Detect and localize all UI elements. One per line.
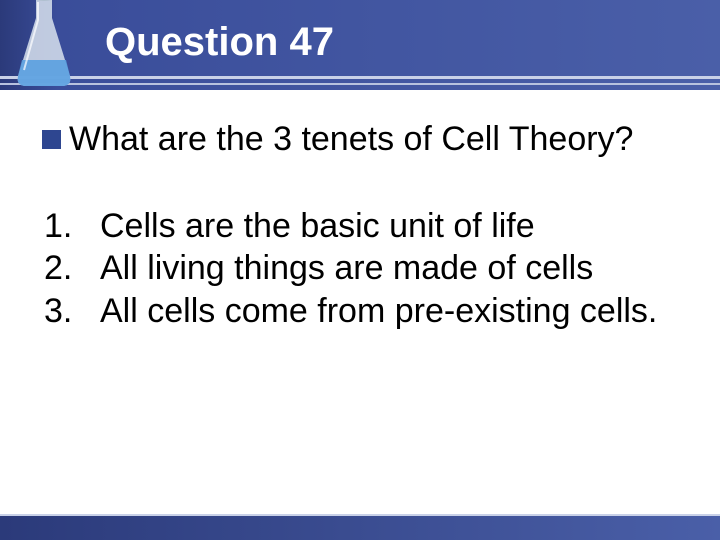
slide-title: Question 47 [105, 20, 334, 65]
list-text: All cells come from pre-existing cells. [100, 290, 680, 333]
slide-content: What are the 3 tenets of Cell Theory? 1.… [42, 118, 680, 332]
answer-list: 1. Cells are the basic unit of life 2. A… [42, 205, 680, 333]
flask-image [0, 0, 100, 95]
list-number: 1. [42, 205, 100, 248]
list-text: All living things are made of cells [100, 247, 680, 290]
header-accent-line [0, 76, 720, 79]
question-text: What are the 3 tenets of Cell Theory? [69, 118, 633, 161]
question-block: What are the 3 tenets of Cell Theory? [42, 118, 680, 161]
header-accent-line-2 [0, 83, 720, 85]
list-item: 2. All living things are made of cells [42, 247, 680, 290]
list-item: 3. All cells come from pre-existing cell… [42, 290, 680, 333]
bullet-square-icon [42, 130, 61, 149]
list-item: 1. Cells are the basic unit of life [42, 205, 680, 248]
list-number: 3. [42, 290, 100, 333]
footer-band [0, 516, 720, 540]
list-text: Cells are the basic unit of life [100, 205, 680, 248]
list-number: 2. [42, 247, 100, 290]
